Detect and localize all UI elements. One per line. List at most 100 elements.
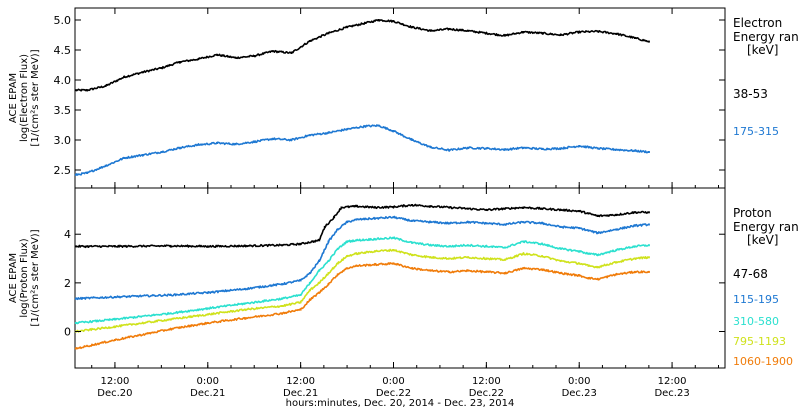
proton-trace-47-68 xyxy=(75,203,649,249)
proton-legend-entry-47-68: 47-68 xyxy=(733,267,768,281)
electron-point xyxy=(308,134,311,137)
electron-point xyxy=(290,139,293,141)
proton-point xyxy=(448,206,451,209)
proton-point xyxy=(633,224,636,227)
proton-point xyxy=(169,244,172,247)
proton-point xyxy=(318,269,321,272)
electron-point xyxy=(74,173,77,176)
proton-point xyxy=(340,206,343,209)
proton-point xyxy=(373,217,376,220)
proton-point xyxy=(299,301,302,304)
proton-point xyxy=(647,256,650,259)
proton-point xyxy=(578,210,581,213)
proton-point xyxy=(243,244,246,247)
electron-point xyxy=(411,139,414,141)
electron-point xyxy=(160,151,163,153)
proton-point xyxy=(308,298,311,301)
electron-point xyxy=(197,143,200,146)
proton-point xyxy=(392,206,395,208)
proton-point xyxy=(411,267,414,270)
proton-point xyxy=(281,244,284,247)
electron-series-38-53 xyxy=(74,19,650,92)
proton-point xyxy=(503,207,506,210)
proton-point xyxy=(308,281,311,284)
proton-point xyxy=(392,262,395,265)
electron-point xyxy=(346,26,349,29)
electron-point xyxy=(123,76,126,78)
proton-point xyxy=(587,212,590,215)
proton-point xyxy=(541,207,544,210)
proton-point xyxy=(522,206,525,209)
electron-point xyxy=(364,22,367,24)
x-tick-time: 0:00 xyxy=(382,376,404,387)
x-tick-time: 12:00 xyxy=(658,376,687,387)
proton-point xyxy=(113,339,116,341)
proton-point xyxy=(485,245,488,248)
electron-point xyxy=(448,28,451,30)
proton-point xyxy=(355,205,358,208)
electron-ytick-label: 4.5 xyxy=(54,44,72,57)
proton-point xyxy=(299,308,302,311)
proton-point xyxy=(392,236,395,239)
proton-point xyxy=(647,244,650,247)
proton-point xyxy=(346,255,349,258)
proton-point xyxy=(243,302,246,305)
x-tick-time: 12:00 xyxy=(472,376,501,387)
proton-point xyxy=(206,322,209,324)
proton-point xyxy=(74,245,77,248)
electron-legend-subtitle: Energy ran xyxy=(733,30,799,44)
electron-ylabel-line1: ACE EPAM xyxy=(8,73,19,123)
proton-point xyxy=(411,204,414,206)
proton-point xyxy=(485,208,488,211)
proton-point xyxy=(206,313,209,316)
proton-point xyxy=(633,270,636,273)
proton-series-115-195 xyxy=(74,215,650,301)
x-tick-date: Dec.22 xyxy=(376,388,411,399)
proton-point xyxy=(578,274,581,277)
proton-point xyxy=(596,253,599,256)
proton-point xyxy=(169,318,172,321)
proton-point xyxy=(169,294,172,296)
proton-point xyxy=(559,225,562,228)
proton-point xyxy=(466,256,469,259)
electron-point xyxy=(141,154,144,156)
electron-point xyxy=(522,31,525,33)
electron-point xyxy=(559,34,562,36)
proton-point xyxy=(615,261,618,264)
proton-point xyxy=(647,270,650,273)
proton-point xyxy=(596,266,599,269)
proton-point xyxy=(281,297,284,300)
electron-point xyxy=(308,40,311,42)
electron-point xyxy=(216,142,219,144)
proton-ylabel-line3: [1/(cm²s ster MeV)] xyxy=(30,229,41,326)
proton-point xyxy=(318,239,321,242)
x-tick-date: Dec.23 xyxy=(654,388,689,399)
electron-point xyxy=(271,137,274,140)
electron-point xyxy=(327,32,330,35)
proton-point xyxy=(503,246,506,249)
proton-point xyxy=(243,317,246,320)
proton-point xyxy=(541,242,544,245)
x-tick-date: Dec.20 xyxy=(97,388,132,399)
proton-point xyxy=(113,318,116,321)
proton-point xyxy=(587,277,590,279)
proton-point xyxy=(633,245,636,248)
proton-point xyxy=(522,267,525,270)
proton-legend-subtitle: Energy ran xyxy=(733,220,799,234)
proton-point xyxy=(373,250,376,253)
proton-point xyxy=(308,289,311,292)
proton-point xyxy=(333,216,336,219)
proton-point xyxy=(392,216,395,219)
proton-point xyxy=(503,223,506,226)
electron-point xyxy=(141,71,144,74)
proton-point xyxy=(411,219,414,222)
proton-series-layer xyxy=(74,203,650,350)
proton-point xyxy=(355,218,358,221)
x-tick-time: 12:00 xyxy=(286,376,315,387)
electron-point xyxy=(364,125,367,128)
proton-point xyxy=(281,305,284,307)
proton-point xyxy=(206,291,209,294)
proton-point xyxy=(559,247,562,250)
electron-ylabel-line2: log(Electron Flux) xyxy=(19,54,30,142)
